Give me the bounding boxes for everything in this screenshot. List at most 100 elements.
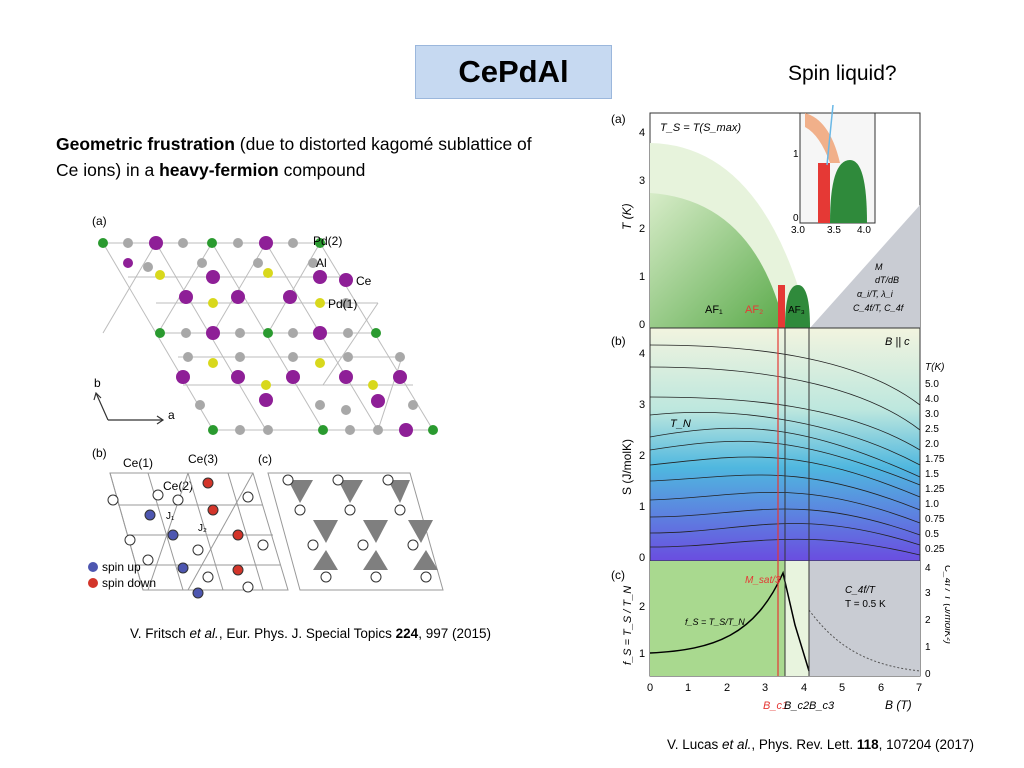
fs-formula: f_S = T_S/T_N bbox=[685, 617, 745, 627]
spin-liquid-pointer bbox=[826, 105, 834, 166]
inset-xtick-0: 3.0 bbox=[791, 225, 805, 236]
left-panel-b-label: (b) bbox=[92, 446, 107, 460]
citation-right-etal: et al. bbox=[722, 737, 752, 752]
spin-sites bbox=[107, 477, 269, 599]
ytick-a-1: 1 bbox=[639, 271, 645, 283]
ytick-c-left-2: 2 bbox=[639, 601, 645, 613]
c-temp: T = 0.5 K bbox=[845, 599, 886, 610]
temp-1-25: 1.25 bbox=[925, 484, 945, 495]
bc1-label: B_c1 bbox=[763, 700, 788, 712]
j2-label: J₂ bbox=[198, 523, 207, 534]
bc2-label: B_c2 bbox=[784, 700, 809, 712]
yticks-b: 0 1 2 3 4 bbox=[639, 348, 645, 564]
ylabel-a: T (K) bbox=[620, 203, 634, 230]
right-panel-a-label: (a) bbox=[611, 112, 626, 126]
left-panel-c-label: (c) bbox=[258, 452, 272, 466]
ytick-a-3: 3 bbox=[639, 175, 645, 187]
b-field-label: B || c bbox=[885, 336, 910, 348]
citation-right-volume: 118 bbox=[856, 737, 879, 752]
temp-5-0: 5.0 bbox=[925, 379, 939, 390]
right-panel-b-label: (b) bbox=[611, 334, 626, 348]
intro-bold-heavy-fermion: heavy-fermion bbox=[159, 160, 279, 180]
xtick-1: 1 bbox=[685, 682, 691, 694]
temp-1-5: 1.5 bbox=[925, 469, 939, 480]
temp-1-75: 1.75 bbox=[925, 454, 945, 465]
phase-af2: AF₂ bbox=[745, 304, 763, 316]
left-panel-a-label: (a) bbox=[92, 214, 107, 228]
ytick-c-right-0: 0 bbox=[925, 669, 931, 680]
c4f-curve bbox=[808, 609, 921, 672]
axis-a-label: a bbox=[168, 408, 175, 422]
yticks-c-left: 1 2 bbox=[639, 601, 645, 660]
ytick-c-left-1: 1 bbox=[639, 648, 645, 660]
citation-right-rest: , 107204 (2017) bbox=[878, 737, 974, 752]
temp-3-0: 3.0 bbox=[925, 409, 939, 420]
kagome-lattice bbox=[267, 472, 444, 591]
xtick-0: 0 bbox=[647, 682, 653, 694]
ytick-c-right-3: 3 bbox=[925, 588, 931, 599]
temp-0-25: 0.25 bbox=[925, 544, 945, 555]
ytick-a-0: 0 bbox=[639, 319, 645, 331]
inset-orange-region bbox=[805, 113, 840, 163]
ce3-label: Ce(3) bbox=[188, 452, 218, 466]
xtick-7: 7 bbox=[916, 682, 922, 694]
inset-ytick-1: 1 bbox=[793, 149, 799, 160]
ytick-a-4: 4 bbox=[639, 127, 645, 139]
ylabel-c-right: C_4f / T (J/molK²) bbox=[942, 565, 950, 644]
ytick-b-4: 4 bbox=[639, 348, 645, 360]
legend-a-dtdb: dT/dB bbox=[875, 275, 899, 285]
panel-c-green bbox=[650, 561, 785, 676]
ce1-label: Ce(1) bbox=[123, 456, 153, 470]
ytick-a-2: 2 bbox=[639, 223, 645, 235]
ytick-b-1: 1 bbox=[639, 501, 645, 513]
af2-region bbox=[778, 285, 785, 328]
entropy-curves bbox=[649, 344, 921, 556]
citation-left-volume: 224 bbox=[395, 626, 419, 641]
inset-ytick-0: 0 bbox=[793, 213, 799, 224]
temp-2-5: 2.5 bbox=[925, 424, 939, 435]
axis-b-label: b bbox=[94, 376, 101, 390]
legend-a-m: M bbox=[875, 262, 883, 272]
ytick-c-right-1: 1 bbox=[925, 642, 931, 653]
ytick-c-right-2: 2 bbox=[925, 615, 931, 626]
crystal-structure-figure: (a) bbox=[88, 214, 444, 599]
xtick-3: 3 bbox=[762, 682, 768, 694]
atom-label-pd1: Pd(1) bbox=[328, 297, 357, 311]
citation-left-rest: , 997 (2015) bbox=[418, 626, 491, 641]
ytick-b-0: 0 bbox=[639, 552, 645, 564]
citation-left: V. Fritsch et al., Eur. Phys. J. Special… bbox=[130, 626, 491, 641]
para-region bbox=[810, 205, 920, 328]
intro-bold-frustration: Geometric frustration bbox=[56, 134, 235, 154]
af3-region bbox=[785, 285, 810, 328]
af1-region bbox=[650, 193, 785, 328]
xtick-5: 5 bbox=[839, 682, 845, 694]
temperature-header: T(K) bbox=[925, 362, 944, 373]
ce2-label: Ce(2) bbox=[163, 479, 193, 493]
xtick-2: 2 bbox=[724, 682, 730, 694]
bc3-label: B_c3 bbox=[809, 700, 835, 712]
citation-right: V. Lucas et al., Phys. Rev. Lett. 118, 1… bbox=[667, 737, 974, 752]
temperature-labels: T(K) 5.0 4.0 3.0 2.5 2.0 1.75 1.5 1.25 1… bbox=[925, 362, 945, 555]
citation-left-etal: et al. bbox=[189, 626, 219, 641]
yticks-a: 0 1 2 3 4 bbox=[639, 127, 645, 331]
temp-0-5: 0.5 bbox=[925, 529, 939, 540]
phase-diagram-figure: (a) T_S = T(S_max) T (K) AF₁ AF₂ AF₃ 3.0… bbox=[611, 105, 950, 712]
citation-right-journal: , Phys. Rev. Lett. bbox=[751, 737, 857, 752]
yticks-c-right: 0 1 2 3 4 bbox=[925, 563, 931, 680]
legend-a-alpha: α_i/T, λ_i bbox=[857, 289, 894, 299]
xtick-4: 4 bbox=[801, 682, 807, 694]
phase-af1: AF₁ bbox=[705, 304, 723, 316]
xticks: 0 1 2 3 4 5 6 7 bbox=[647, 682, 922, 694]
temp-4-0: 4.0 bbox=[925, 394, 939, 405]
c-formula: C_4f/T bbox=[845, 585, 876, 596]
temp-2-0: 2.0 bbox=[925, 439, 939, 450]
inset-xtick-2: 4.0 bbox=[857, 225, 871, 236]
inset-red-region bbox=[818, 163, 830, 223]
ylabel-c-left: f_S = T_S / T_N bbox=[622, 586, 634, 665]
inset-xtick-1: 3.5 bbox=[827, 225, 841, 236]
legend-spin bbox=[88, 562, 98, 588]
legend-a-c4f: C_4f/T, C_4f bbox=[853, 303, 905, 313]
legend-spin-up: spin up bbox=[102, 560, 141, 574]
atom-label-pd2: Pd(2) bbox=[313, 234, 342, 248]
m-sat-label: M_sat/3 bbox=[745, 575, 781, 586]
